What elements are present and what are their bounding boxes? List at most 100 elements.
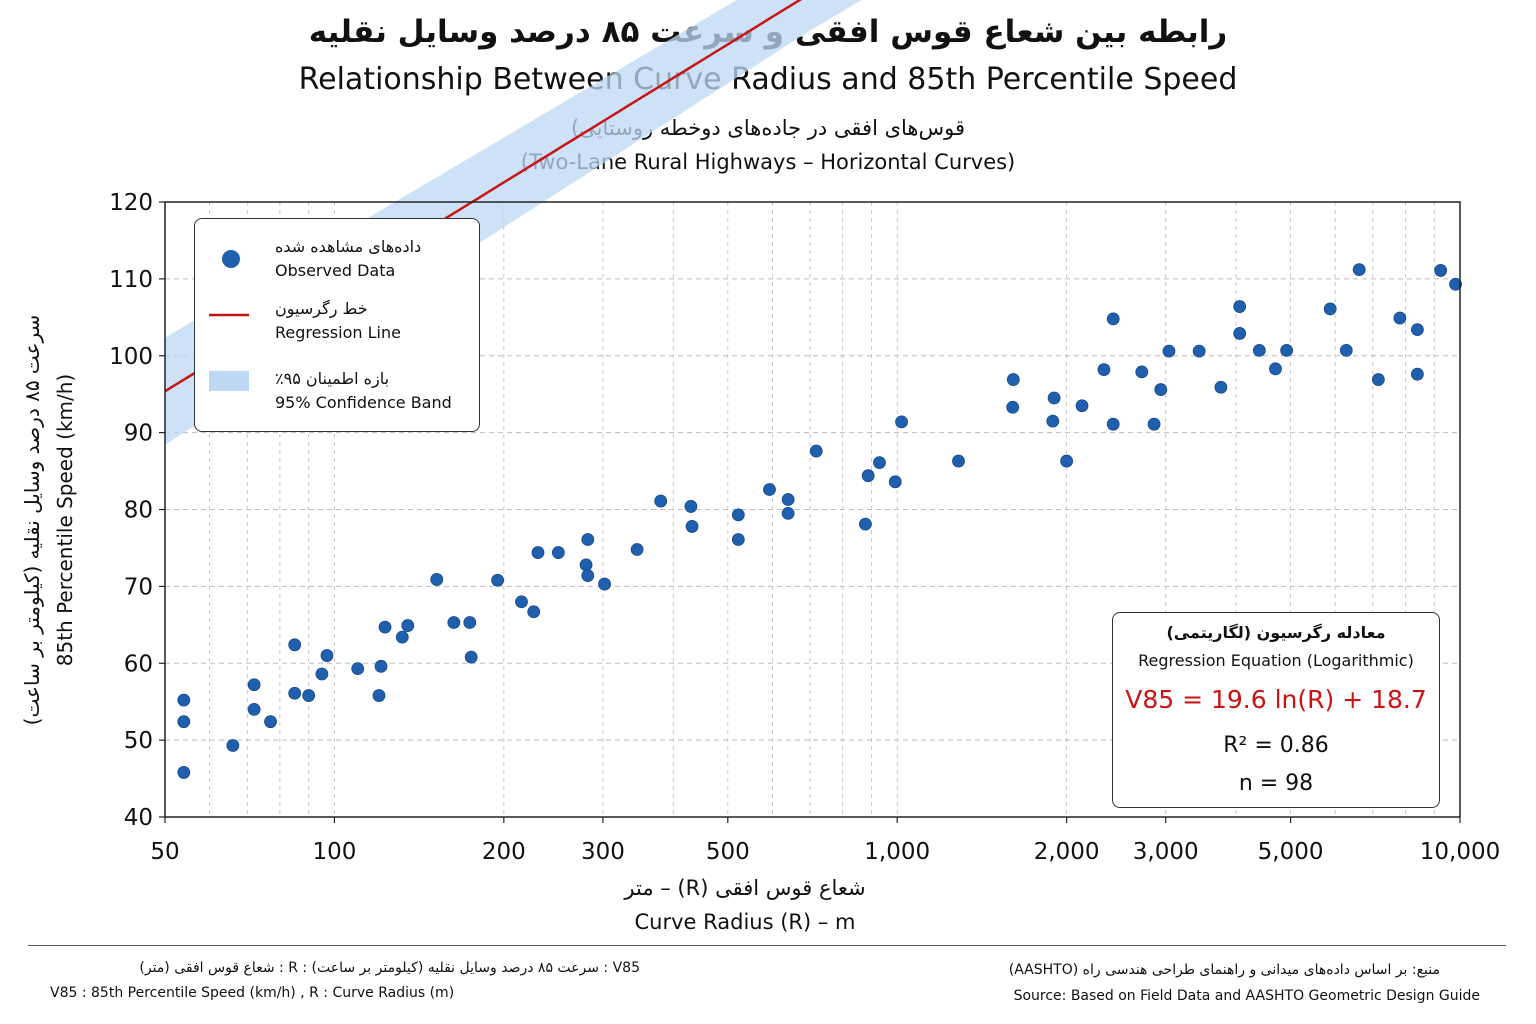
x-tick-label: 1,000 [864, 839, 930, 865]
data-point [1252, 343, 1266, 357]
data-point [551, 546, 565, 559]
data-point [809, 444, 823, 458]
legend-regression-fa: خط رگرسیون [275, 299, 368, 318]
data-point [463, 616, 477, 629]
data-point [888, 475, 902, 489]
data-point [288, 686, 302, 700]
x-tick-label: 2,000 [1034, 839, 1100, 865]
data-point [315, 667, 329, 681]
data-point [1006, 373, 1020, 386]
x-tick-label: 50 [150, 839, 179, 865]
y-tick-label: 50 [124, 728, 153, 754]
data-point [226, 739, 240, 752]
x-tick-label: 500 [706, 839, 750, 865]
data-point [1233, 300, 1247, 313]
data-point [177, 766, 191, 779]
y-axis-label-fa: سرعت ۸۵ درصد وسایل نقلیه (کیلومتر بر ساع… [20, 314, 44, 726]
footnote-definitions-en: V85 : 85th Percentile Speed (km/h) , R :… [50, 985, 455, 1001]
x-tick-label: 200 [482, 839, 526, 865]
data-point [654, 494, 668, 508]
y-tick-label: 110 [109, 267, 153, 293]
data-point [1075, 399, 1089, 413]
legend-band-fa: بازه اطمینان ۹۵٪ [275, 369, 390, 388]
data-point [1410, 323, 1424, 337]
data-point [1106, 312, 1120, 326]
data-point [581, 569, 595, 583]
data-point [264, 715, 277, 729]
equation-sample-size: n = 98 [1238, 771, 1314, 796]
source-note-fa: منبع: بر اساس داده‌های میدانی و راهنمای … [1008, 962, 1440, 978]
data-point [1323, 302, 1337, 316]
data-point [1339, 343, 1353, 357]
data-point [464, 650, 478, 664]
y-tick-label: 40 [124, 805, 153, 831]
data-point [861, 469, 875, 483]
footer-divider [28, 945, 1506, 946]
data-point [1410, 367, 1424, 381]
data-point [247, 702, 261, 716]
data-point [1269, 362, 1282, 376]
legend-item-regression: خط رگرسیون Regression Line [195, 297, 479, 357]
data-point [527, 605, 541, 619]
data-point [684, 500, 698, 513]
equation-title-fa: معادله رگرسیون (لگاریتمی) [1166, 623, 1386, 642]
data-point [1449, 277, 1462, 291]
data-point [288, 638, 302, 652]
data-point [952, 454, 965, 468]
x-tick-label: 10,000 [1420, 839, 1500, 865]
y-axis-label-en: 85th Percentile Speed (km/h) [53, 373, 77, 667]
legend-item-band: بازه اطمینان ۹۵٪ 95% Confidence Band [195, 367, 479, 427]
legend-item-observed: داده‌های مشاهده شده Observed Data [195, 227, 479, 287]
data-point [598, 577, 611, 591]
chart-title-en: Relationship Between Curve Radius and 85… [298, 62, 1238, 97]
data-point [1135, 365, 1149, 379]
legend-observed-en: Observed Data [275, 261, 396, 280]
data-point [302, 689, 316, 702]
data-point [630, 543, 644, 556]
data-point [378, 620, 392, 634]
dot-icon [222, 250, 240, 268]
equation-formula: V85 = 19.6 ln(R) + 18.7 [1125, 685, 1427, 714]
data-point [579, 558, 593, 572]
data-point [1106, 417, 1120, 431]
data-point [1047, 391, 1061, 405]
y-tick-label: 80 [124, 498, 153, 524]
red-line-icon [209, 313, 249, 317]
data-point [1280, 343, 1294, 357]
source-note-en: Source: Based on Field Data and AASHTO G… [1013, 988, 1480, 1004]
regression-equation-box: معادله رگرسیون (لگاریتمی) Regression Equ… [1112, 612, 1440, 808]
data-point [351, 662, 365, 676]
data-point [374, 659, 388, 673]
legend-regression-en: Regression Line [275, 323, 401, 342]
data-point [372, 689, 386, 702]
data-point [177, 693, 191, 707]
equation-title-en: Regression Equation (Logarithmic) [1138, 651, 1414, 670]
data-point [491, 573, 505, 587]
data-point [1233, 327, 1247, 340]
data-point [1060, 454, 1074, 468]
legend-band-en: 95% Confidence Band [275, 393, 452, 412]
data-point [1162, 344, 1176, 358]
band-swatch-icon [209, 371, 249, 391]
data-point [1192, 344, 1206, 358]
data-point [685, 520, 699, 533]
data-point [895, 415, 908, 429]
data-point [731, 508, 745, 522]
data-point [1006, 400, 1020, 414]
y-tick-label: 120 [109, 190, 153, 216]
data-point [430, 573, 444, 586]
data-point [1371, 373, 1385, 386]
data-points [177, 263, 1462, 779]
x-tick-label: 5,000 [1258, 839, 1324, 865]
data-point [320, 649, 334, 662]
data-point [1154, 383, 1168, 396]
data-point [763, 483, 776, 496]
data-point [401, 619, 415, 632]
y-tick-label: 90 [124, 421, 153, 447]
data-point [395, 630, 409, 644]
y-axis-ticks: 40 50 60 70 80 90 100 110 120 [109, 190, 165, 831]
data-point [447, 616, 461, 629]
data-point [531, 546, 545, 559]
data-point [1352, 263, 1366, 277]
